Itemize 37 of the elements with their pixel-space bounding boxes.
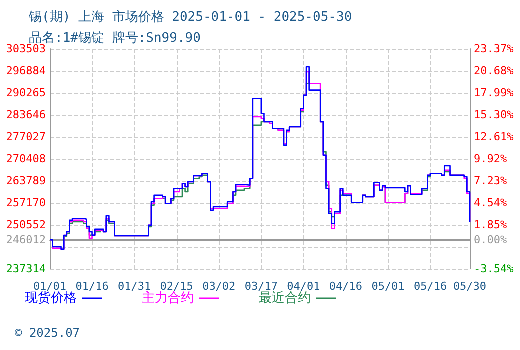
chart-title: 锡(期) 上海 市场价格 2025-01-01 - 2025-05-30 [28,10,352,25]
y2-tick-label: 7.23% [474,174,508,188]
y2-tick-label: 20.68% [474,64,514,78]
x-tick-label: 04/16 [329,280,363,293]
y2-tick-label: 23.37% [474,42,514,56]
x-tick-label: 02/15 [160,280,194,293]
y2-tick-label: 12.61% [474,130,514,144]
y2-tick-label: 17.99% [474,86,514,100]
x-tick-label: 05/30 [453,280,487,293]
y2-tick-label: -3.54% [474,262,514,276]
y2-tick-label: 0.00% [474,234,508,247]
y2-tick-label: 4.54% [474,196,508,210]
y2-tick-label: 15.30% [474,108,514,122]
x-tick-label: 03/02 [202,280,236,293]
x-tick-label: 05/16 [414,280,448,293]
y-tick-label: 257170 [6,196,46,210]
y-tick-label: 270408 [6,152,46,166]
y-tick-label: 283646 [6,108,46,122]
x-tick-label: 01/01 [33,280,67,293]
y-tick-label: 296884 [6,64,46,78]
y-tick-label: 277027 [6,130,46,144]
y-tick-label: 290265 [6,86,46,100]
x-tick-label: 04/01 [287,280,320,293]
x-tick-label: 01/16 [76,280,109,293]
legend-label: 主力合约 [142,290,194,306]
legend-label: 现货价格 [25,291,77,306]
y-tick-label: 237314 [6,262,46,276]
x-tick-label: 05/01 [372,280,405,293]
y-tick-label: 303503 [6,42,46,56]
y-tick-label: 250552 [6,218,46,232]
text: © 2025.07 [15,326,80,340]
x-tick-label: 03/17 [244,280,278,293]
legend-label: 最近合约 [259,291,311,306]
y-tick-label: 263789 [6,174,46,188]
y2-tick-label: 1.85% [474,218,508,232]
y2-tick-label: 9.92% [474,152,508,166]
y-tick-label: 246012 [6,234,46,247]
